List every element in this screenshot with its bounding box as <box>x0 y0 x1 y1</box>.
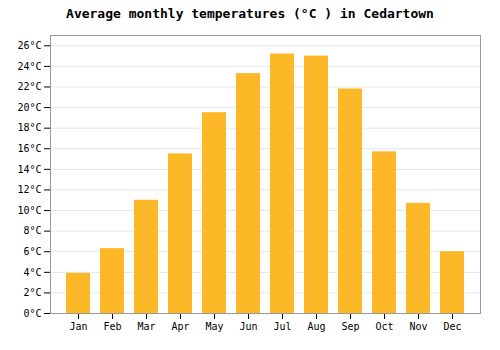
svg-text:14°C: 14°C <box>17 164 41 175</box>
svg-text:16°C: 16°C <box>17 143 41 154</box>
svg-text:Feb: Feb <box>103 321 121 332</box>
svg-text:22°C: 22°C <box>17 81 41 92</box>
svg-text:10°C: 10°C <box>17 205 41 216</box>
svg-text:Sep: Sep <box>341 321 359 332</box>
svg-text:May: May <box>205 321 223 332</box>
svg-text:18°C: 18°C <box>17 122 41 133</box>
svg-text:Apr: Apr <box>171 321 189 332</box>
svg-text:12°C: 12°C <box>17 184 41 195</box>
svg-text:2°C: 2°C <box>23 287 41 298</box>
svg-text:Nov: Nov <box>409 321 427 332</box>
svg-text:Jul: Jul <box>273 321 291 332</box>
svg-text:Jan: Jan <box>69 321 87 332</box>
svg-text:Aug: Aug <box>307 321 325 332</box>
svg-text:Dec: Dec <box>443 321 461 332</box>
svg-text:Mar: Mar <box>137 321 155 332</box>
svg-text:Jun: Jun <box>239 321 257 332</box>
svg-text:4°C: 4°C <box>23 267 41 278</box>
html-text:Average monthly temperatures (: Average monthly temperatures (°C ) in Ce… <box>66 6 434 21</box>
svg-text:26°C: 26°C <box>17 40 41 51</box>
svg-text:Oct: Oct <box>375 321 393 332</box>
svg-text:0°C: 0°C <box>23 308 41 319</box>
svg-text:8°C: 8°C <box>23 225 41 236</box>
svg-text:20°C: 20°C <box>17 102 41 113</box>
svg-text:24°C: 24°C <box>17 61 41 72</box>
svg-text:6°C: 6°C <box>23 246 41 257</box>
